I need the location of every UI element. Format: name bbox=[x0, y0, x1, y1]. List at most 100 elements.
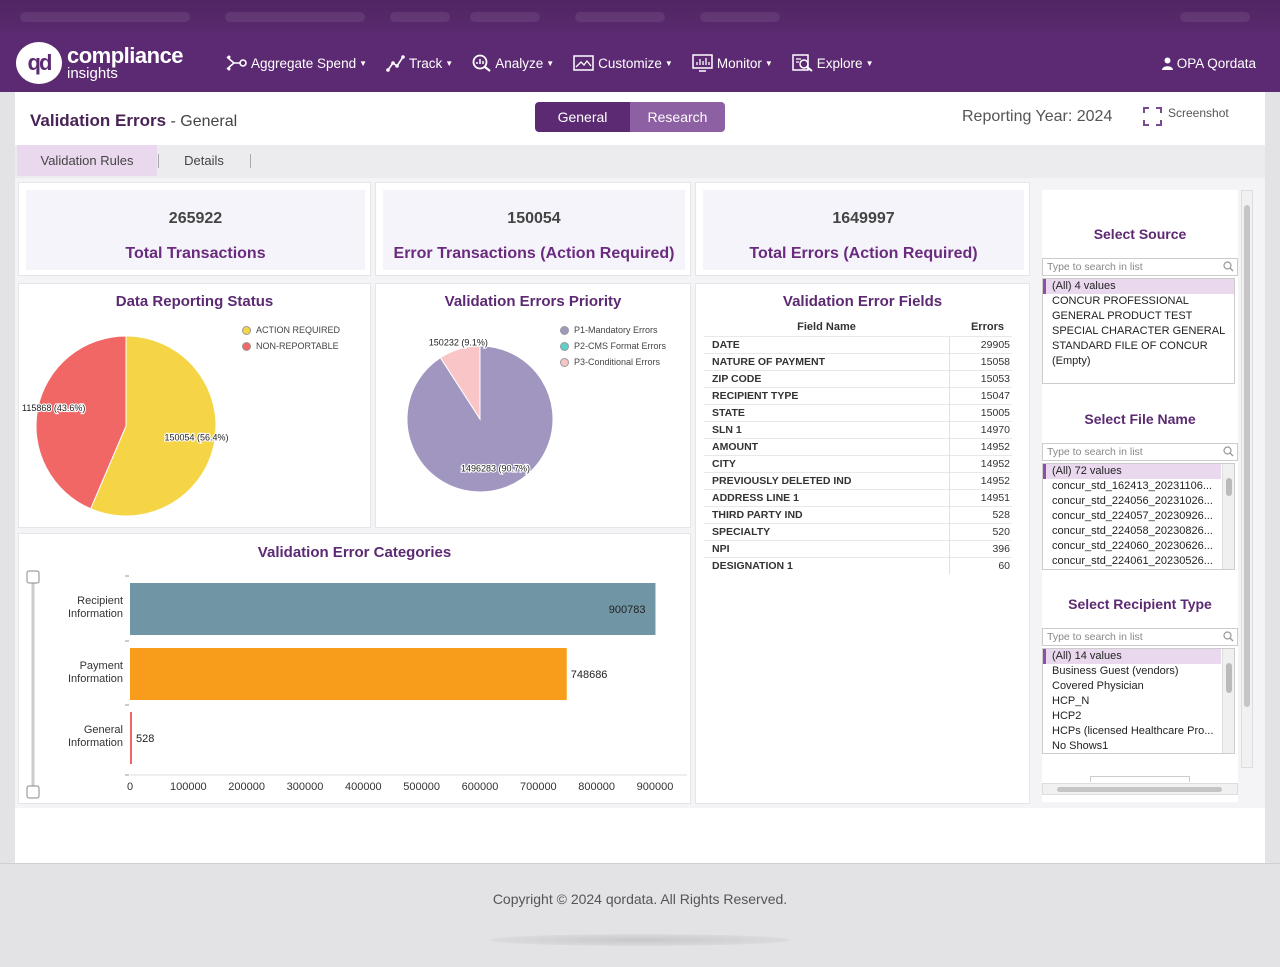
file-search-input[interactable]: Type to search in list bbox=[1042, 443, 1238, 461]
nav-track[interactable]: Track ▼ bbox=[386, 54, 453, 72]
filter-panel-handle bbox=[1090, 776, 1190, 782]
nav-analyze[interactable]: Analyze ▼ bbox=[472, 54, 554, 72]
filters-vertical-scrollbar[interactable] bbox=[1241, 190, 1253, 768]
kpi-label: Total Errors (Action Required) bbox=[749, 245, 978, 262]
recipient-list: (All) 14 values Business Guest (vendors) C… bbox=[1042, 648, 1235, 754]
scrollbar-thumb[interactable] bbox=[1244, 205, 1250, 707]
validation-error-fields-panel: Validation Error Fields Field Name Error… bbox=[695, 283, 1030, 804]
list-item[interactable]: HCPs (licensed Healthcare Pro... bbox=[1052, 725, 1214, 737]
filters-horizontal-scrollbar[interactable] bbox=[1042, 783, 1238, 795]
x-tick-label: 400000 bbox=[345, 781, 382, 793]
tab-divider bbox=[250, 154, 251, 168]
list-scrollbar[interactable] bbox=[1222, 649, 1234, 753]
legend-item[interactable]: P3-Conditional Errors bbox=[560, 354, 666, 370]
table-row[interactable]: ZIP CODE 15053 bbox=[704, 369, 1012, 387]
range-slider-handle[interactable] bbox=[26, 785, 40, 799]
table-row[interactable]: STATE 15005 bbox=[704, 403, 1012, 421]
column-header-errors[interactable]: Errors bbox=[970, 321, 1004, 334]
customize-icon bbox=[573, 55, 594, 71]
table-row[interactable]: SLN 1 14970 bbox=[704, 420, 1012, 438]
tab-details[interactable]: Details bbox=[184, 153, 224, 168]
list-item[interactable]: concur_std_224056_20231026... bbox=[1052, 495, 1213, 507]
filter-title: Select File Name bbox=[1084, 411, 1196, 427]
pie-slice[interactable] bbox=[35, 335, 127, 510]
table-row[interactable]: DATE 29905 bbox=[704, 335, 1012, 353]
table-row[interactable]: ADDRESS LINE 1 14951 bbox=[704, 488, 1012, 506]
toggle-general[interactable]: General bbox=[535, 102, 630, 132]
list-item[interactable]: concur_std_162413_20231106... bbox=[1052, 480, 1213, 492]
table-row[interactable]: AMOUNT 14952 bbox=[704, 437, 1012, 455]
list-item[interactable]: Covered Physician bbox=[1052, 680, 1144, 692]
pie-slice[interactable] bbox=[89, 335, 217, 517]
x-tick-label: 900000 bbox=[637, 781, 674, 793]
list-scrollbar[interactable] bbox=[1222, 464, 1234, 569]
list-item[interactable]: CONCUR PROFESSIONAL bbox=[1052, 295, 1189, 307]
screenshot-button[interactable]: Screenshot bbox=[1143, 106, 1229, 126]
top-navbar: qd compliance insights Aggregate Spend ▼ … bbox=[0, 34, 1280, 92]
table-row[interactable]: RECIPIENT TYPE 15047 bbox=[704, 386, 1012, 404]
page-title-main: Validation Errors bbox=[30, 111, 167, 130]
scrollbar-thumb[interactable] bbox=[1226, 663, 1232, 693]
priority-pie-chart: 1496283 (90.7%) 150232 (9.1%) bbox=[406, 336, 554, 493]
list-item[interactable]: (All) 14 values bbox=[1043, 649, 1221, 664]
list-item[interactable]: HCP2 bbox=[1052, 710, 1082, 722]
legend-label: NON-REPORTABLE bbox=[256, 341, 339, 351]
field-name-cell: ZIP CODE bbox=[704, 369, 949, 387]
field-name-cell: RECIPIENT TYPE bbox=[704, 386, 949, 404]
copyright-text: Copyright © 2024 qordata. All Rights Res… bbox=[492, 891, 788, 907]
errors-cell: 15005 bbox=[948, 403, 1012, 421]
recipient-search-input[interactable]: Type to search in list bbox=[1042, 628, 1238, 646]
legend-swatch bbox=[560, 325, 569, 335]
errors-cell: 15047 bbox=[948, 386, 1012, 404]
scrollbar-thumb[interactable] bbox=[1226, 478, 1232, 496]
table-row[interactable]: DESIGNATION 1 60 bbox=[704, 556, 1012, 574]
nav-aggregate-spend[interactable]: Aggregate Spend ▼ bbox=[226, 54, 367, 72]
user-menu[interactable]: OPA Qordata bbox=[1161, 56, 1256, 71]
chevron-down-icon: ▼ bbox=[664, 58, 673, 68]
table-row[interactable]: CITY 14952 bbox=[704, 454, 1012, 472]
toggle-research[interactable]: Research bbox=[630, 102, 725, 132]
column-header-field[interactable]: Field Name bbox=[797, 321, 856, 334]
table-row[interactable]: THIRD PARTY IND 528 bbox=[704, 505, 1012, 523]
legend-item[interactable]: ACTION REQUIRED bbox=[242, 322, 340, 338]
range-slider-handle[interactable] bbox=[26, 570, 40, 584]
filters-panel: Select Source Type to search in list (Al… bbox=[1042, 190, 1238, 802]
tab-validation-rules[interactable]: Validation Rules bbox=[17, 145, 157, 176]
validation-error-categories-panel: Validation Error Categories 0 100000 20000… bbox=[18, 533, 691, 804]
source-search-input[interactable]: Type to search in list bbox=[1042, 258, 1238, 276]
brand-logo[interactable]: qd compliance insights bbox=[16, 42, 184, 84]
list-item[interactable]: concur_std_224057_20230926... bbox=[1052, 510, 1213, 522]
list-item[interactable]: (All) 72 values bbox=[1043, 464, 1221, 479]
list-item[interactable]: STANDARD FILE OF CONCUR bbox=[1052, 340, 1208, 352]
y-category-label: Payment bbox=[80, 660, 123, 672]
list-item[interactable]: concur_std_224060_20230626... bbox=[1052, 540, 1213, 552]
table-row[interactable]: PREVIOUSLY DELETED IND 14952 bbox=[704, 471, 1012, 489]
category-bar[interactable] bbox=[130, 648, 567, 700]
list-item[interactable]: No Shows1 bbox=[1052, 740, 1109, 752]
errors-cell: 29905 bbox=[948, 335, 1012, 353]
legend-item[interactable]: P1-Mandatory Errors bbox=[560, 322, 666, 338]
kpi-value: 265922 bbox=[168, 210, 223, 227]
list-item[interactable]: (Empty) bbox=[1052, 355, 1091, 367]
table-row[interactable]: SPECIALTY 520 bbox=[704, 522, 1012, 540]
nav-monitor[interactable]: Monitor ▼ bbox=[692, 54, 773, 72]
table-row[interactable]: NPI 396 bbox=[704, 539, 1012, 557]
nav-explore[interactable]: Explore ▼ bbox=[792, 54, 873, 72]
list-item[interactable]: SPECIAL CHARACTER GENERAL bbox=[1052, 325, 1226, 337]
table-row[interactable]: NATURE OF PAYMENT 15058 bbox=[704, 352, 1012, 370]
list-item[interactable]: GENERAL PRODUCT TEST bbox=[1052, 310, 1193, 322]
list-item[interactable]: Business Guest (vendors) bbox=[1052, 665, 1179, 677]
search-placeholder: Type to search in list bbox=[1047, 446, 1143, 458]
list-item[interactable]: concur_std_224058_20230826... bbox=[1052, 525, 1213, 537]
category-bar[interactable] bbox=[130, 712, 132, 764]
legend-item[interactable]: NON-REPORTABLE bbox=[242, 338, 340, 354]
legend-item[interactable]: P2-CMS Format Errors bbox=[560, 338, 666, 354]
category-bar[interactable] bbox=[130, 583, 656, 635]
nav-customize[interactable]: Customize ▼ bbox=[573, 54, 673, 72]
list-item[interactable]: HCP_N bbox=[1052, 695, 1090, 707]
screenshot-icon bbox=[1143, 107, 1162, 126]
scrollbar-thumb[interactable] bbox=[1057, 787, 1222, 792]
pie-slice[interactable] bbox=[439, 345, 481, 421]
field-name-cell: STATE bbox=[704, 403, 949, 421]
list-item[interactable]: (All) 4 values bbox=[1043, 279, 1234, 294]
